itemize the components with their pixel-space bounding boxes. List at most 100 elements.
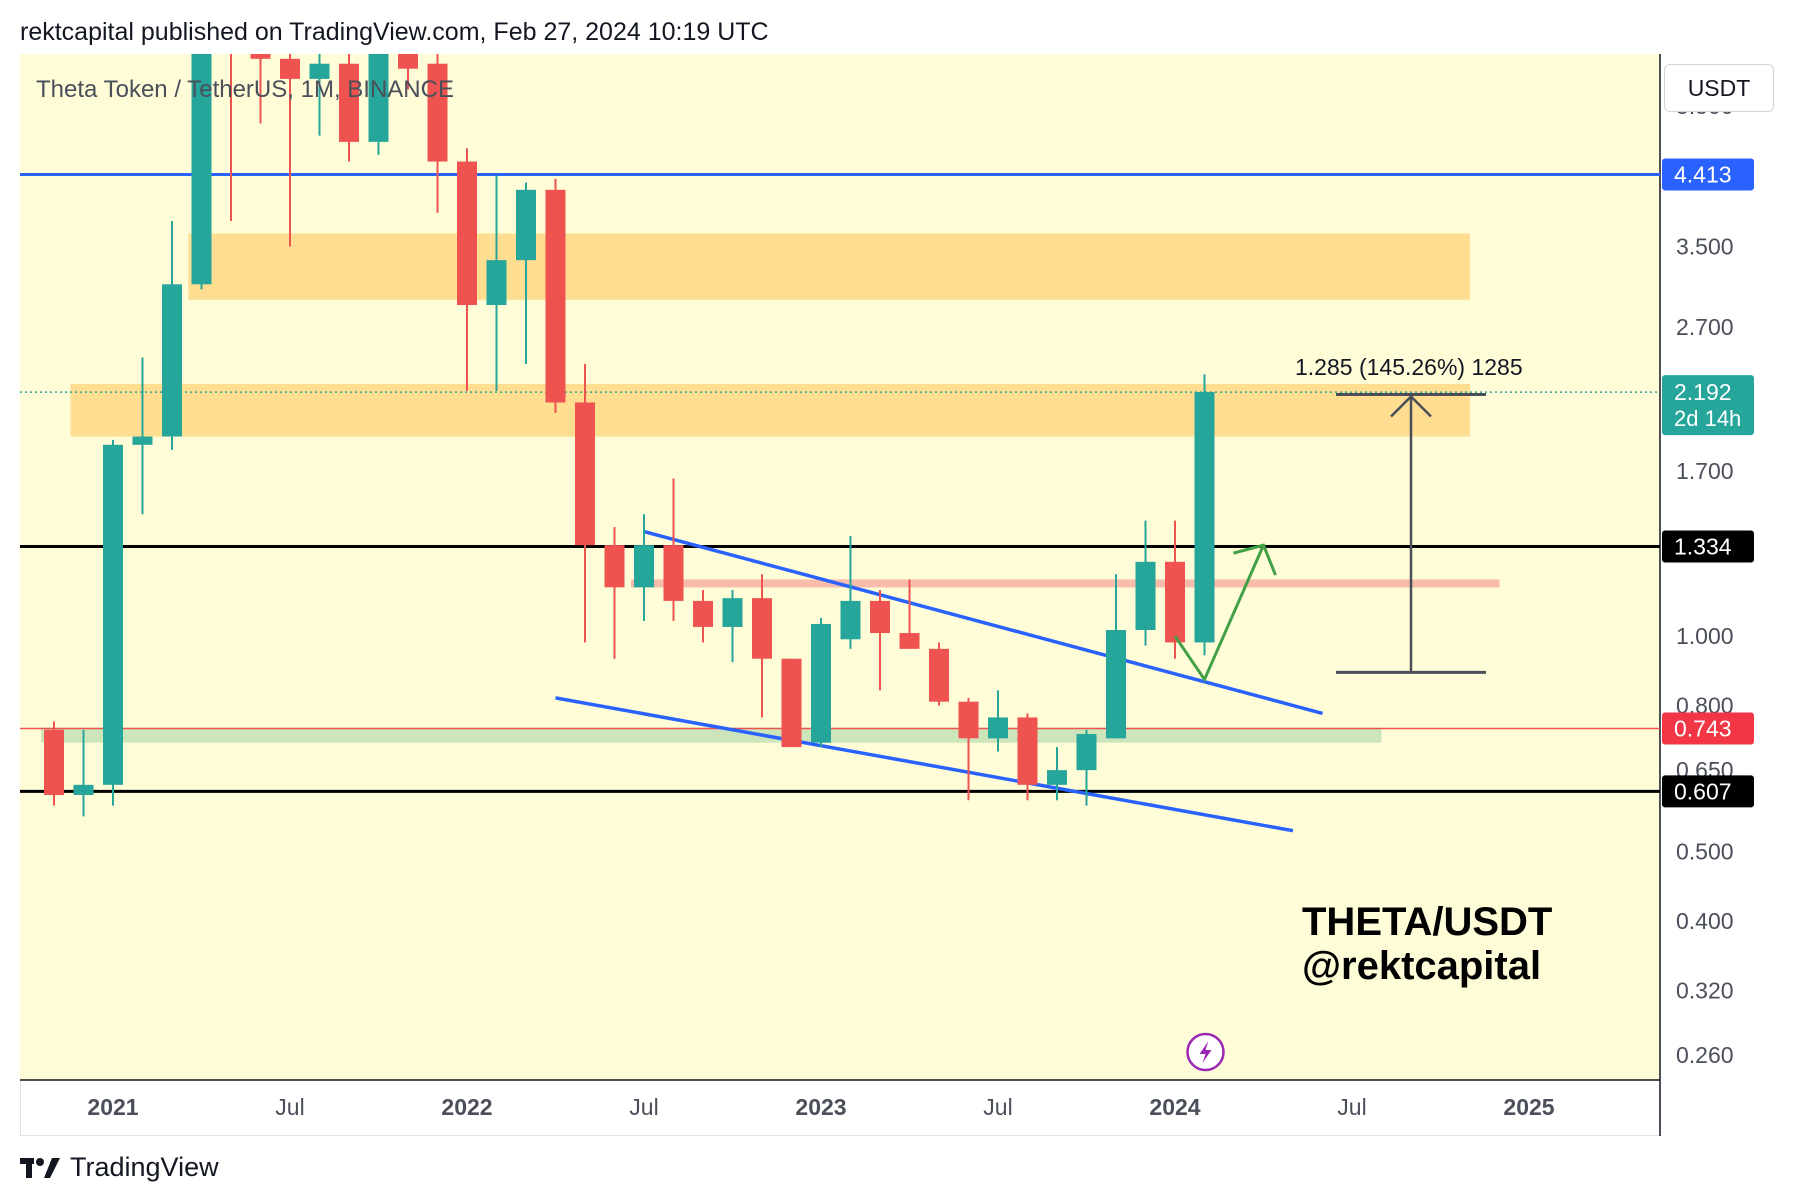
candle-2023-06[interactable]: [958, 697, 979, 801]
candle-2021-07[interactable]: [280, 54, 300, 247]
candle-body: [663, 545, 684, 601]
price-chart[interactable]: 5.5003.5002.7001.7001.0000.8000.6500.500…: [20, 54, 1782, 1136]
x-tick-label: 2025: [1503, 1094, 1554, 1120]
candle-2020-12[interactable]: [73, 729, 94, 817]
candle-body: [44, 729, 64, 796]
candle-2022-01[interactable]: [457, 148, 477, 391]
candle-body: [604, 545, 625, 588]
candle-body: [1194, 392, 1215, 643]
candle-body: [988, 717, 1008, 739]
candle-body: [1017, 717, 1038, 785]
candle-2022-09[interactable]: [693, 589, 713, 643]
candle-body: [162, 284, 182, 437]
y-tick-label: 1.700: [1676, 458, 1734, 484]
candle-body: [486, 260, 507, 306]
candle-2023-09[interactable]: [1047, 747, 1067, 801]
candle-2022-02[interactable]: [486, 175, 507, 391]
candle-2023-04[interactable]: [899, 579, 920, 649]
candle-body: [634, 545, 654, 588]
price-badge-0-text: 4.413: [1674, 161, 1732, 187]
candle-body: [309, 63, 330, 79]
currency-button[interactable]: USDT: [1664, 64, 1774, 112]
x-tick-label: 2024: [1149, 1094, 1200, 1120]
lightning-icon[interactable]: [1186, 1032, 1225, 1072]
candle-2023-08[interactable]: [1017, 713, 1038, 801]
candle-2022-05[interactable]: [575, 363, 595, 643]
candle-body: [280, 58, 300, 79]
candle-2020-11[interactable]: [44, 721, 64, 806]
candle-body: [427, 63, 448, 162]
candle-2023-03[interactable]: [870, 589, 890, 691]
price-badge-1: 1.334: [1662, 530, 1754, 563]
candle-body: [693, 600, 713, 627]
x-tick-label: 2021: [87, 1094, 138, 1120]
candle-2022-10[interactable]: [722, 589, 743, 663]
last-price-countdown: 2d 14h: [1674, 406, 1741, 431]
candle-2024-02[interactable]: [1194, 374, 1215, 656]
candle-body: [840, 600, 861, 640]
candle-body: [73, 784, 94, 796]
candle-2023-01[interactable]: [811, 618, 831, 748]
candle-2022-04[interactable]: [545, 178, 566, 413]
candle-body: [899, 633, 920, 649]
projection-path[interactable]: [1173, 544, 1265, 683]
trendline-0[interactable]: [643, 529, 1323, 716]
measure-arrowhead: [1390, 394, 1432, 418]
candle-2021-04[interactable]: [191, 54, 212, 290]
y-tick-label: 1.000: [1676, 623, 1734, 649]
price-axis-background: [1660, 54, 1782, 1136]
candle-body: [398, 54, 418, 69]
candle-2023-05[interactable]: [929, 642, 949, 706]
annotation-line-2: @rektcapital: [1302, 944, 1542, 988]
candle-body: [339, 63, 359, 142]
candle-body: [575, 402, 595, 546]
candle-body: [1135, 561, 1156, 630]
candle-2021-03[interactable]: [162, 220, 182, 450]
price-badge-3-bg: [1662, 775, 1754, 808]
candle-2023-11[interactable]: [1106, 574, 1126, 739]
y-tick-label: 0.400: [1676, 908, 1734, 934]
price-badge-2-bg: [1662, 712, 1754, 745]
candle-2022-07[interactable]: [634, 514, 654, 621]
candle-2022-06[interactable]: [604, 527, 625, 659]
x-tick-label: Jul: [629, 1094, 658, 1120]
price-badge-0-bg: [1662, 158, 1754, 191]
tradingview-logo-icon: [20, 1157, 60, 1178]
candle-2023-12[interactable]: [1135, 520, 1156, 646]
y-tick-label: 3.500: [1676, 234, 1734, 260]
annotation-line-1: THETA/USDT: [1302, 900, 1553, 944]
candle-body: [811, 623, 831, 743]
candle-2021-05[interactable]: [221, 54, 241, 221]
candle-2023-07[interactable]: [988, 690, 1008, 752]
price-badge-0: 4.413: [1662, 158, 1754, 191]
trendline-1[interactable]: [555, 696, 1294, 833]
candle-2021-08[interactable]: [309, 54, 330, 136]
candle-2021-09[interactable]: [339, 54, 359, 162]
candle-2024-01[interactable]: [1165, 520, 1185, 659]
candle-2023-10[interactable]: [1076, 729, 1097, 806]
candle-body: [870, 600, 890, 634]
zone-3: [41, 727, 1382, 743]
candle-2021-01[interactable]: [103, 439, 123, 806]
candle-2021-10[interactable]: [368, 54, 389, 155]
candle-body: [1076, 734, 1097, 771]
candle-body: [958, 701, 979, 739]
y-tick-label: 0.500: [1676, 839, 1734, 865]
zone-2: [631, 579, 1500, 588]
candle-2021-11[interactable]: [398, 54, 418, 90]
y-tick-label: 2.700: [1676, 314, 1734, 340]
candle-2021-06[interactable]: [250, 54, 271, 124]
lightning-icon-bolt: [1199, 1041, 1212, 1063]
candle-2021-02[interactable]: [132, 357, 153, 515]
candle-2023-02[interactable]: [840, 535, 861, 649]
candle-2022-12[interactable]: [781, 658, 802, 748]
candle-2021-12[interactable]: [427, 54, 448, 213]
candle-2022-11[interactable]: [752, 574, 772, 718]
candle-2022-03[interactable]: [516, 182, 536, 364]
candle-body: [1165, 561, 1185, 643]
symbol-label: Theta Token / TetherUS, 1M, BINANCE: [36, 76, 454, 103]
candle-body: [752, 598, 772, 659]
footer-brand: TradingView: [70, 1152, 219, 1182]
candle-2022-08[interactable]: [663, 478, 684, 621]
